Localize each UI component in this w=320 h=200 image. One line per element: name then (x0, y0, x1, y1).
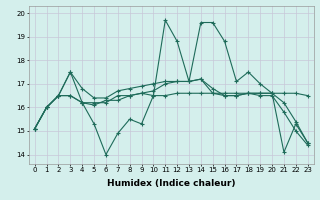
X-axis label: Humidex (Indice chaleur): Humidex (Indice chaleur) (107, 179, 236, 188)
